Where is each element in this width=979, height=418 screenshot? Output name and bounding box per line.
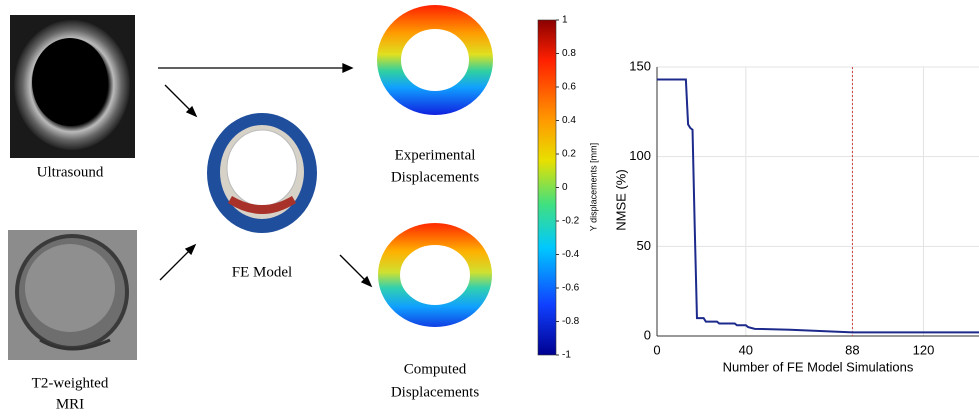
- ultrasound-image: [10, 15, 135, 158]
- chart: 0 50 100 150 0 40 88 120 Number of FE Model Simu…: [613, 58, 979, 374]
- colorbar: [537, 19, 557, 356]
- fe-model-label: FE Model: [232, 264, 292, 280]
- x-tick-label: 0: [653, 342, 660, 357]
- arrows: [158, 62, 373, 288]
- x-tick-label: 88: [845, 342, 859, 357]
- mri-image: [8, 230, 137, 360]
- colorbar-tick-label: 0.8: [562, 48, 576, 59]
- computed-label: Displacements: [391, 384, 479, 400]
- colorbar-label: Y displacements [mm]: [588, 143, 598, 231]
- x-tick-label: 40: [739, 342, 753, 357]
- colorbar-tick-label: -1: [562, 350, 571, 361]
- colorbar-tick-label: -0.6: [562, 283, 580, 294]
- mri-label: MRI: [56, 396, 84, 412]
- mri-label: T2-weighted: [32, 375, 109, 391]
- colorbar-tick-label: 0: [562, 182, 568, 193]
- colorbar-ticks: 1 0.8 0.6 0.4 0.2 0 -0.2 -0.4 -0.6 -0.8 -1: [556, 15, 580, 361]
- experimental-ring: [377, 5, 493, 115]
- y-axis-label: NMSE (%): [613, 169, 628, 230]
- fe-model: [207, 113, 317, 233]
- y-tick-label: 50: [637, 238, 651, 253]
- y-tick-label: 0: [644, 327, 651, 342]
- x-tick-label: 120: [913, 342, 935, 357]
- colorbar-tick-label: 0.2: [562, 149, 576, 160]
- colorbar-tick-label: -0.4: [562, 249, 580, 260]
- experimental-label: Displacements: [391, 169, 479, 185]
- x-axis-label: Number of FE Model Simulations: [723, 359, 914, 374]
- ultrasound-label: Ultrasound: [37, 164, 104, 180]
- colorbar-tick-label: 0.6: [562, 82, 576, 93]
- colorbar-tick-label: -0.8: [562, 316, 580, 327]
- colorbar-tick-label: 1: [562, 15, 568, 26]
- data-line: [657, 78, 979, 334]
- y-tick-label: 150: [629, 58, 651, 73]
- computed-ring: [378, 223, 492, 327]
- colorbar-tick-label: -0.2: [562, 216, 580, 227]
- colorbar-tick-label: 0.4: [562, 115, 576, 126]
- y-tick-label: 100: [629, 148, 651, 163]
- experimental-label: Experimental: [395, 147, 476, 163]
- computed-label: Computed: [404, 361, 467, 377]
